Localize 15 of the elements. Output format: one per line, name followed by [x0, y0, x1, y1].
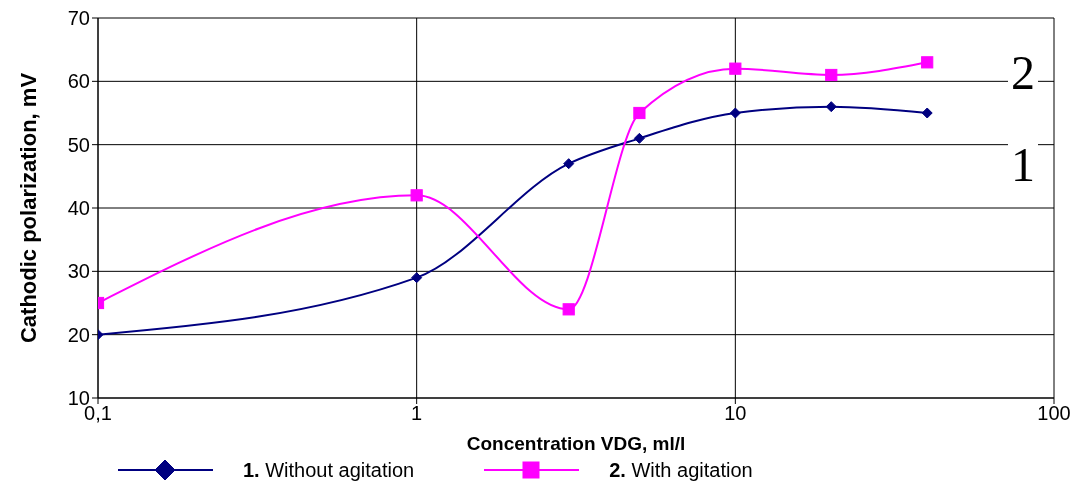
x-axis-title: Concentration VDG, ml/l: [466, 433, 686, 454]
y-tick-label: 70: [67, 7, 90, 30]
y-axis-title: Cathodic polarization, mV: [15, 72, 41, 344]
x-tick-label: 10: [724, 402, 747, 425]
annotation: 1: [1008, 138, 1038, 191]
y-tick-label: 60: [67, 70, 90, 93]
y-tick-label: 20: [67, 323, 90, 346]
annotation: 2: [1008, 46, 1038, 99]
x-tick-label: 1: [411, 402, 423, 425]
x-tick-label: 100: [1037, 402, 1071, 425]
legend-label: 2. With agitation: [609, 458, 753, 482]
legend-label: 1. Without agitation: [243, 458, 415, 482]
y-tick-label: 40: [67, 197, 90, 220]
y-tick-label: 30: [67, 260, 90, 283]
y-tick-label: 50: [67, 133, 90, 156]
